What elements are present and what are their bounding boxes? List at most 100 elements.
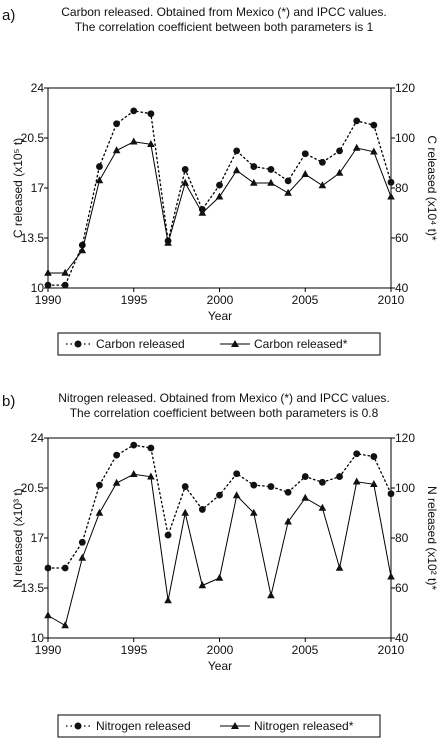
- data-point-circle: [198, 506, 206, 513]
- data-point-circle: [216, 491, 223, 499]
- legend-swatch-solid: [220, 340, 250, 347]
- data-point-circle: [284, 177, 292, 185]
- data-point-triangle: [318, 181, 327, 189]
- y2-tick-label: 100: [395, 481, 415, 495]
- chart-title-line-2: The correlation coefficient between both…: [70, 406, 379, 420]
- data-point-circle: [44, 564, 52, 572]
- panel-label: b): [2, 393, 15, 410]
- data-point-triangle: [112, 146, 121, 154]
- y2-axis-label: C released (x10⁴ t)*: [425, 135, 439, 241]
- data-point-triangle: [198, 581, 207, 589]
- data-point-circle: [387, 178, 395, 186]
- data-point-circle: [216, 181, 223, 189]
- data-point-circle: [387, 490, 395, 498]
- data-point-triangle: [198, 208, 207, 216]
- data-point-triangle: [44, 611, 52, 619]
- data-point-triangle: [215, 573, 224, 581]
- y2-tick-label: 60: [395, 231, 409, 245]
- x-tick-label: 2005: [292, 293, 319, 307]
- data-point-circle: [301, 150, 309, 158]
- legend-swatch-solid: [220, 722, 250, 729]
- x-tick-label: 1995: [121, 293, 148, 307]
- legend-label: Carbon released*: [254, 337, 348, 351]
- data-point-triangle: [129, 137, 138, 145]
- legend-swatch-dotted: [66, 722, 90, 730]
- data-point-triangle: [318, 503, 327, 511]
- data-point-triangle: [164, 596, 172, 604]
- y2-tick-label: 40: [395, 281, 409, 295]
- data-point-triangle: [147, 140, 155, 148]
- data-point-triangle: [95, 176, 104, 184]
- series-line: [47, 444, 392, 569]
- data-point-triangle: [267, 591, 275, 599]
- data-point-triangle: [250, 178, 258, 186]
- data-point-circle: [113, 451, 120, 459]
- y2-axis-label: N released (x10² t)*: [425, 486, 439, 590]
- panel-label: a): [2, 7, 15, 24]
- data-point-triangle: [284, 188, 292, 196]
- data-point-triangle: [112, 478, 121, 486]
- data-point-triangle: [164, 238, 172, 246]
- data-point-circle: [44, 281, 52, 289]
- data-point-circle: [250, 163, 258, 170]
- y-axis-label: C released (x10⁵ t): [11, 138, 25, 238]
- data-point-circle: [147, 444, 155, 452]
- data-point-triangle: [250, 508, 258, 516]
- data-point-circle: [113, 120, 120, 128]
- data-point-circle: [353, 117, 361, 125]
- data-point-triangle: [284, 517, 292, 525]
- x-tick-label: 2000: [207, 643, 234, 657]
- plot-frame: [47, 437, 392, 639]
- data-point-triangle: [181, 178, 189, 186]
- data-point-triangle: [78, 553, 87, 561]
- y2-tick-label: 100: [395, 131, 415, 145]
- data-point-circle: [370, 121, 378, 129]
- chart-marks: [44, 437, 395, 642]
- data-point-triangle: [267, 178, 275, 186]
- data-point-circle: [301, 473, 309, 480]
- y2-tick-label: 120: [395, 81, 415, 95]
- y2-tick-label: 80: [395, 181, 409, 195]
- y-tick-labels-left: 10 13.5 17 20.5 24: [21, 81, 45, 295]
- data-point-circle: [96, 481, 103, 489]
- x-tick-label: 1990: [35, 293, 62, 307]
- x-tick-labels: 1990 1995 2000 2005 2010: [35, 643, 405, 657]
- data-point-circle: [233, 147, 241, 155]
- data-point-triangle: [181, 508, 189, 516]
- y2-tick-label: 120: [395, 431, 415, 445]
- data-point-triangle: [95, 508, 104, 516]
- data-point-circle: [130, 441, 138, 449]
- y-tick-label: 20.5: [21, 131, 45, 145]
- data-point-circle: [233, 470, 241, 478]
- data-point-circle: [96, 163, 103, 170]
- data-point-circle: [147, 110, 155, 118]
- series-line: [48, 141, 392, 274]
- legend: Carbon released Carbon released*: [57, 332, 381, 356]
- data-point-circle: [336, 473, 343, 480]
- data-point-triangle: [61, 268, 69, 276]
- data-point-circle: [181, 166, 189, 173]
- x-tick-labels: 1990 1995 2000 2005 2010: [35, 293, 405, 307]
- data-point-triangle: [352, 143, 361, 151]
- data-point-triangle: [301, 170, 310, 178]
- x-tick-label: 2010: [378, 643, 405, 657]
- legend: Nitrogen released Nitrogen released*: [57, 714, 381, 738]
- data-point-triangle: [301, 493, 310, 501]
- data-point-circle: [336, 147, 343, 155]
- data-point-triangle: [387, 192, 395, 200]
- data-point-circle: [250, 481, 258, 489]
- data-point-triangle: [147, 472, 155, 480]
- x-tick-label: 1990: [35, 643, 62, 657]
- data-point-triangle: [335, 563, 344, 571]
- y-tick-labels-right: 40 60 80 100 120: [395, 431, 415, 645]
- data-point-circle: [61, 281, 69, 289]
- x-tick-label: 2010: [378, 293, 405, 307]
- data-point-circle: [130, 107, 138, 115]
- x-tick-label: 1995: [121, 643, 148, 657]
- y-tick-label: 13.5: [21, 231, 45, 245]
- y-tick-label: 17: [31, 531, 45, 545]
- x-axis-label: Year: [208, 659, 232, 673]
- y2-tick-label: 60: [395, 581, 409, 595]
- data-point-triangle: [129, 470, 138, 478]
